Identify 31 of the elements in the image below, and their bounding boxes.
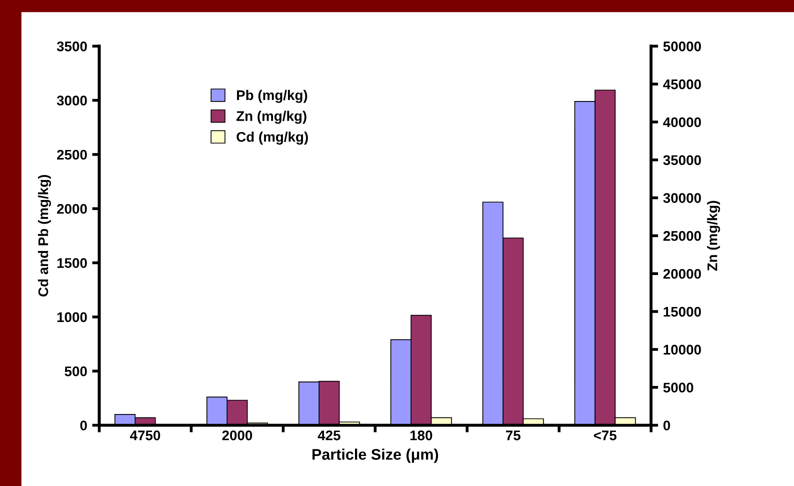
y-tick-label: 1000 [57,312,87,322]
y2-tick-label: 35000 [663,155,701,166]
y-tick-label: 3500 [56,42,87,52]
y2-tick-label: 20000 [663,268,701,279]
x-tick-label: 180 [410,430,432,440]
y2-tick-label: 30000 [663,193,701,203]
y2-tick-label: 45000 [663,79,701,90]
y2-tick-label: 25000 [663,231,701,241]
y-tick-label: 1500 [57,258,87,268]
x-tick-label: 2000 [222,430,252,440]
y2-tick-label: 15000 [664,306,701,317]
y2-tick-label: 50000 [663,42,701,52]
y2-axis-title: Zn (mg/kg) [707,200,720,271]
y2-tick-label: 10000 [664,344,701,355]
x-tick-label: <75 [594,430,616,440]
x-tick-label: 4750 [130,430,160,440]
legend-label: Cd (mg/kg) [236,132,308,145]
y-axis-title: Cd and Pb (mg/kg) [38,175,51,296]
legend-label: Zn (mg/kg) [236,110,306,124]
y-tick-label: 500 [64,366,87,376]
y-tick-label: 3000 [56,96,87,106]
x-tick-label: 75 [506,430,520,440]
y-tick-label: 0 [80,420,87,430]
y2-tick-label: 40000 [663,117,701,128]
x-tick-label: 425 [318,430,340,440]
x-axis-title: Particle Size (μm) [312,448,438,463]
y2-tick-label: 0 [663,420,670,430]
y-tick-label: 2000 [57,204,87,214]
y2-tick-label: 5000 [663,382,694,393]
y-tick-label: 2500 [57,150,87,160]
legend-label: Pb (mg/kg) [237,90,308,103]
